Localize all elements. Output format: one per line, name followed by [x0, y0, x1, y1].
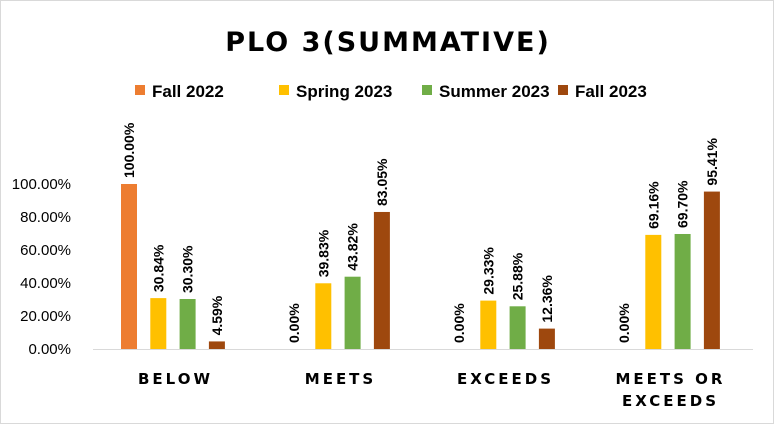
bar	[179, 299, 196, 349]
data-label: 25.88%	[510, 252, 526, 300]
data-labels: 100.00% 30.84% 30.30% 4.59% 0.00% 39.83% 43.82…	[121, 122, 720, 343]
bar	[538, 328, 555, 349]
y-axis: 0.00% 20.00% 40.00% 60.00% 80.00% 100.00%	[12, 176, 71, 358]
bar	[674, 233, 691, 349]
data-label: 30.30%	[180, 245, 196, 293]
data-label: 4.59%	[209, 295, 225, 335]
bar	[703, 191, 720, 349]
data-label: 100.00%	[121, 122, 137, 178]
bar	[315, 283, 332, 349]
legend-swatch-3	[422, 85, 432, 95]
data-label: 95.41%	[704, 138, 720, 186]
y-tick-label: 100.00%	[12, 176, 71, 193]
bar	[373, 211, 390, 349]
legend-label-3: Summer 2023	[439, 82, 550, 101]
bar	[344, 276, 361, 349]
data-label: 43.82%	[345, 223, 361, 271]
y-tick-label: 60.00%	[20, 242, 71, 259]
bar	[121, 184, 137, 349]
data-label: 69.16%	[645, 181, 661, 229]
y-tick-label: 40.00%	[20, 275, 71, 292]
bar	[150, 298, 167, 349]
data-label: 29.33%	[480, 247, 496, 295]
data-label: 0.00%	[451, 303, 467, 343]
y-tick-label: 80.00%	[20, 209, 71, 226]
x-category-label: MEETS OR	[616, 370, 726, 388]
legend-swatch-2	[279, 85, 289, 95]
x-category-label: EXCEEDS	[622, 392, 719, 410]
legend-label-1: Fall 2022	[152, 82, 224, 101]
x-category-label: BELOW	[138, 370, 213, 388]
bars	[121, 184, 720, 349]
bar	[208, 341, 225, 349]
data-label: 83.05%	[374, 158, 390, 206]
legend-swatch-4	[558, 85, 568, 95]
data-label: 0.00%	[286, 303, 302, 343]
legend-swatch-1	[135, 85, 145, 95]
bar	[509, 306, 526, 349]
x-category-label: EXCEEDS	[457, 370, 554, 388]
legend-label-4: Fall 2023	[575, 82, 647, 101]
data-label: 12.36%	[539, 275, 555, 323]
legend: Fall 2022 Spring 2023 Summer 2023 Fall 2023	[135, 82, 647, 101]
bar	[645, 234, 662, 349]
y-tick-label: 20.00%	[20, 308, 71, 325]
data-label: 69.70%	[675, 180, 691, 228]
data-label: 30.84%	[150, 244, 166, 292]
legend-label-2: Spring 2023	[296, 82, 392, 101]
y-tick-label: 0.00%	[28, 341, 71, 358]
x-category-label: MEETS	[305, 370, 376, 388]
bar	[480, 300, 497, 349]
chart-title: PLO 3(SUMMATIVE)	[225, 27, 551, 58]
data-label: 0.00%	[616, 303, 632, 343]
x-axis: BELOW MEETS EXCEEDS MEETS OR EXCEEDS	[93, 349, 753, 410]
data-label: 39.83%	[315, 229, 331, 277]
